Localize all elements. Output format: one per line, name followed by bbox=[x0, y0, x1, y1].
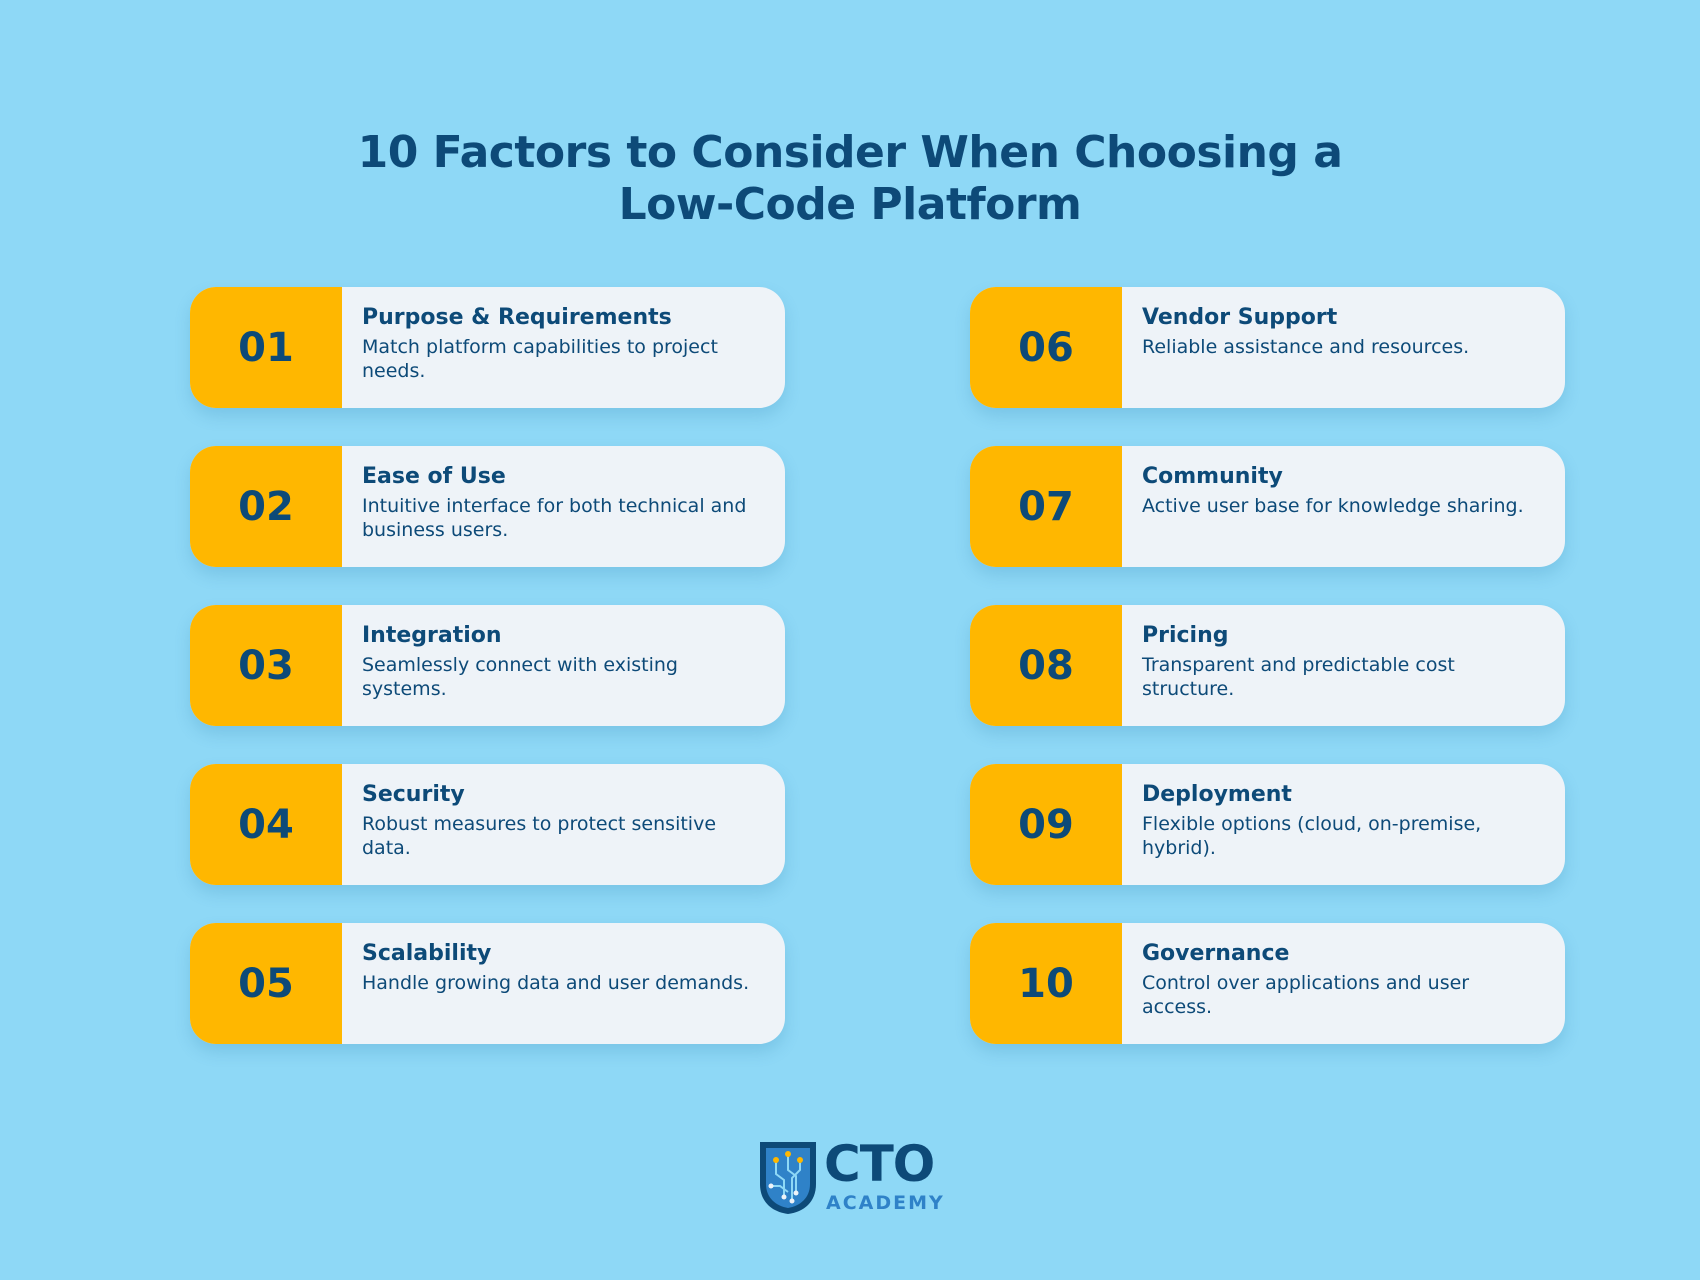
factor-description: Flexible options (cloud, on-premise, hyb… bbox=[1142, 813, 1482, 859]
factor-text: Vendor Support Reliable assistance and r… bbox=[1142, 303, 1542, 359]
factor-number-block: 10 bbox=[970, 923, 1122, 1044]
factor-card-04: 04 Security Robust measures to protect s… bbox=[190, 764, 785, 885]
page-title: 10 Factors to Consider When Choosing a L… bbox=[0, 127, 1700, 231]
factor-number-block: 04 bbox=[190, 764, 342, 885]
factor-card-06: 06 Vendor Support Reliable assistance an… bbox=[970, 287, 1565, 408]
factor-number: 02 bbox=[238, 483, 294, 530]
factor-number-block: 06 bbox=[970, 287, 1122, 408]
factor-text: Deployment Flexible options (cloud, on-p… bbox=[1142, 780, 1542, 860]
factor-number-block: 08 bbox=[970, 605, 1122, 726]
factor-title: Security bbox=[362, 782, 465, 807]
factor-number: 06 bbox=[1018, 324, 1074, 371]
logo-subtitle: ACADEMY bbox=[826, 1192, 945, 1214]
factor-text: Purpose & Requirements Match platform ca… bbox=[362, 303, 762, 383]
factor-text: Security Robust measures to protect sens… bbox=[362, 780, 762, 860]
factor-description: Robust measures to protect sensitive dat… bbox=[362, 813, 717, 859]
factor-title: Pricing bbox=[1142, 623, 1229, 648]
factor-card-10: 10 Governance Control over applications … bbox=[970, 923, 1565, 1044]
factor-number-block: 03 bbox=[190, 605, 342, 726]
factor-description: Reliable assistance and resources. bbox=[1142, 336, 1470, 358]
factor-description: Active user base for knowledge sharing. bbox=[1142, 495, 1524, 517]
factor-description: Handle growing data and user demands. bbox=[362, 972, 750, 994]
factor-title: Governance bbox=[1142, 941, 1290, 966]
factor-description: Match platform capabilities to project n… bbox=[362, 336, 718, 382]
factor-text: Community Active user base for knowledge… bbox=[1142, 462, 1542, 518]
factor-number-block: 09 bbox=[970, 764, 1122, 885]
factor-card-02: 02 Ease of Use Intuitive interface for b… bbox=[190, 446, 785, 567]
factor-number-block: 01 bbox=[190, 287, 342, 408]
factor-card-07: 07 Community Active user base for knowle… bbox=[970, 446, 1565, 567]
cto-academy-logo: CTO ACADEMY bbox=[758, 1136, 958, 1216]
factor-description: Seamlessly connect with existing systems… bbox=[362, 654, 678, 700]
factor-card-08: 08 Pricing Transparent and predictable c… bbox=[970, 605, 1565, 726]
page-title-line-1: 10 Factors to Consider When Choosing a bbox=[357, 127, 1343, 179]
factor-number: 10 bbox=[1018, 960, 1074, 1007]
factor-number-block: 05 bbox=[190, 923, 342, 1044]
factor-title: Vendor Support bbox=[1142, 305, 1338, 330]
factor-title: Purpose & Requirements bbox=[362, 305, 672, 330]
factor-title: Integration bbox=[362, 623, 502, 648]
factor-number: 07 bbox=[1018, 483, 1074, 530]
factor-text: Integration Seamlessly connect with exis… bbox=[362, 621, 762, 701]
factor-number: 08 bbox=[1018, 642, 1074, 689]
factor-text: Scalability Handle growing data and user… bbox=[362, 939, 762, 995]
factor-number: 09 bbox=[1018, 801, 1074, 848]
factor-title: Ease of Use bbox=[362, 464, 506, 489]
factor-number: 04 bbox=[238, 801, 294, 848]
factor-text: Ease of Use Intuitive interface for both… bbox=[362, 462, 762, 542]
factor-title: Deployment bbox=[1142, 782, 1292, 807]
factor-title: Community bbox=[1142, 464, 1283, 489]
factor-text: Pricing Transparent and predictable cost… bbox=[1142, 621, 1542, 701]
logo-wordmark: CTO bbox=[824, 1135, 935, 1193]
factor-text: Governance Control over applications and… bbox=[1142, 939, 1542, 1019]
factor-number: 03 bbox=[238, 642, 294, 689]
factor-number-block: 07 bbox=[970, 446, 1122, 567]
shield-circuit-icon bbox=[760, 1142, 816, 1214]
factor-description: Intuitive interface for both technical a… bbox=[362, 495, 747, 541]
factor-number: 01 bbox=[238, 324, 294, 371]
factor-card-09: 09 Deployment Flexible options (cloud, o… bbox=[970, 764, 1565, 885]
factor-description: Transparent and predictable cost structu… bbox=[1142, 654, 1455, 700]
factor-number: 05 bbox=[238, 960, 294, 1007]
factor-title: Scalability bbox=[362, 941, 492, 966]
factor-card-05: 05 Scalability Handle growing data and u… bbox=[190, 923, 785, 1044]
factor-number-block: 02 bbox=[190, 446, 342, 567]
factor-description: Control over applications and user acces… bbox=[1142, 972, 1470, 1018]
factor-card-03: 03 Integration Seamlessly connect with e… bbox=[190, 605, 785, 726]
factor-card-01: 01 Purpose & Requirements Match platform… bbox=[190, 287, 785, 408]
page-title-line-2: Low-Code Platform bbox=[618, 179, 1082, 231]
